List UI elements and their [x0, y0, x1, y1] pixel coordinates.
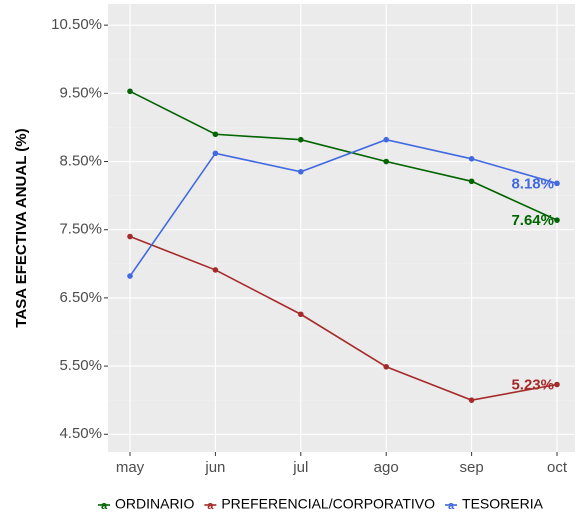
- point: [212, 267, 219, 273]
- y-tick-label: 5.50%: [59, 357, 102, 374]
- x-tick-label: sep: [460, 459, 484, 476]
- series-line: [129, 90, 558, 221]
- point: [554, 381, 560, 388]
- point: [554, 180, 560, 187]
- x-tick-label: jun: [204, 459, 225, 476]
- point: [298, 168, 304, 175]
- point: [298, 311, 304, 318]
- point: [127, 88, 133, 95]
- point: [383, 363, 390, 370]
- point: [383, 158, 390, 165]
- x-tick-label: ago: [374, 459, 399, 476]
- legend-label: TESORERIA: [462, 496, 544, 512]
- x-tick-label: jul: [292, 459, 308, 476]
- value-label: 7.64%: [511, 212, 554, 229]
- series-line: [129, 235, 558, 402]
- point: [554, 217, 560, 223]
- legend-label: ORDINARIO: [115, 496, 194, 512]
- value-label: 5.23%: [511, 376, 554, 393]
- point: [468, 178, 475, 185]
- point: [383, 136, 390, 143]
- point: [212, 150, 219, 157]
- legend-key-letter: a: [101, 500, 108, 512]
- legend-label: PREFERENCIAL/CORPORATIVO: [221, 496, 435, 512]
- y-tick-label: 9.50%: [59, 84, 102, 101]
- y-tick-label: 7.50%: [59, 221, 102, 238]
- point: [127, 273, 133, 279]
- x-tick-label: oct: [547, 459, 568, 476]
- legend-key-letter: a: [207, 500, 214, 512]
- legend-key-letter: a: [448, 500, 455, 512]
- y-tick-label: 4.50%: [59, 425, 102, 442]
- point: [298, 136, 304, 143]
- point: [468, 155, 475, 162]
- panel: [108, 4, 575, 452]
- y-axis-title: TASA EFECTIVA ANUAL (%): [13, 128, 30, 327]
- y-tick-label: 8.50%: [59, 152, 102, 169]
- point: [127, 233, 133, 240]
- point: [212, 131, 219, 138]
- x-tick-label: may: [116, 459, 145, 476]
- y-tick-label: 6.50%: [59, 289, 102, 306]
- value-label: 8.18%: [511, 175, 554, 192]
- y-tick-label: 10.50%: [51, 16, 102, 33]
- point: [468, 397, 475, 403]
- series-line: [129, 138, 558, 277]
